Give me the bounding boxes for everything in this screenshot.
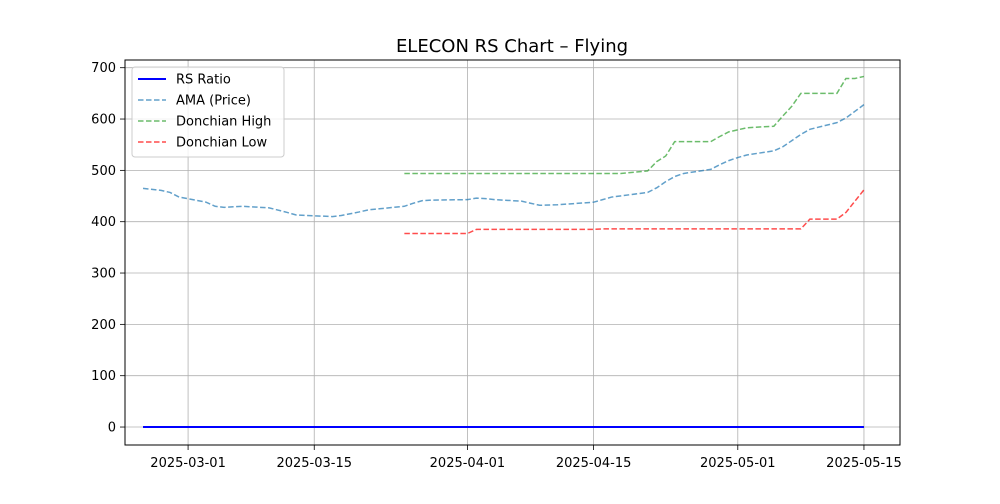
legend: RS Ratio AMA (Price) Donchian High Donchian…: [131, 66, 285, 158]
series-line-ama-price: [142, 104, 865, 218]
legend-label-ama-price: AMA (Price): [176, 94, 251, 109]
y-tick-label: 700: [91, 61, 116, 76]
y-tick-label: 300: [91, 267, 116, 282]
x-tick-label: 2025-05-15: [826, 456, 902, 471]
x-tick-label: 2025-03-01: [150, 456, 226, 471]
y-tick-label: 0: [108, 421, 116, 436]
x-tick-label: 2025-04-15: [556, 456, 632, 471]
legend-label-rs-ratio: RS Ratio: [176, 73, 231, 88]
y-tick-label: 100: [91, 369, 116, 384]
series-lines: [142, 75, 865, 429]
y-tick-label: 500: [91, 164, 116, 179]
legend-label-donchian-low: Donchian Low: [176, 136, 268, 151]
axes: 2025-03-01 2025-03-15 2025-04-01 2025-04-15…: [91, 61, 902, 471]
y-tick-label: 200: [91, 318, 116, 333]
x-tick-label: 2025-04-01: [430, 456, 506, 471]
plot-area-frame: [124, 59, 901, 446]
x-tick-label: 2025-05-01: [700, 456, 776, 471]
chart-title: ELECON RS Chart – Flying: [396, 36, 628, 57]
series-line-donchian-high: [404, 75, 865, 175]
series-line-donchian-low: [404, 189, 865, 235]
x-tick-label: 2025-03-15: [276, 456, 352, 471]
y-tick-label: 600: [91, 113, 116, 128]
legend-box: [131, 66, 285, 158]
legend-label-donchian-high: Donchian High: [176, 115, 271, 130]
y-tick-label: 400: [91, 215, 116, 230]
